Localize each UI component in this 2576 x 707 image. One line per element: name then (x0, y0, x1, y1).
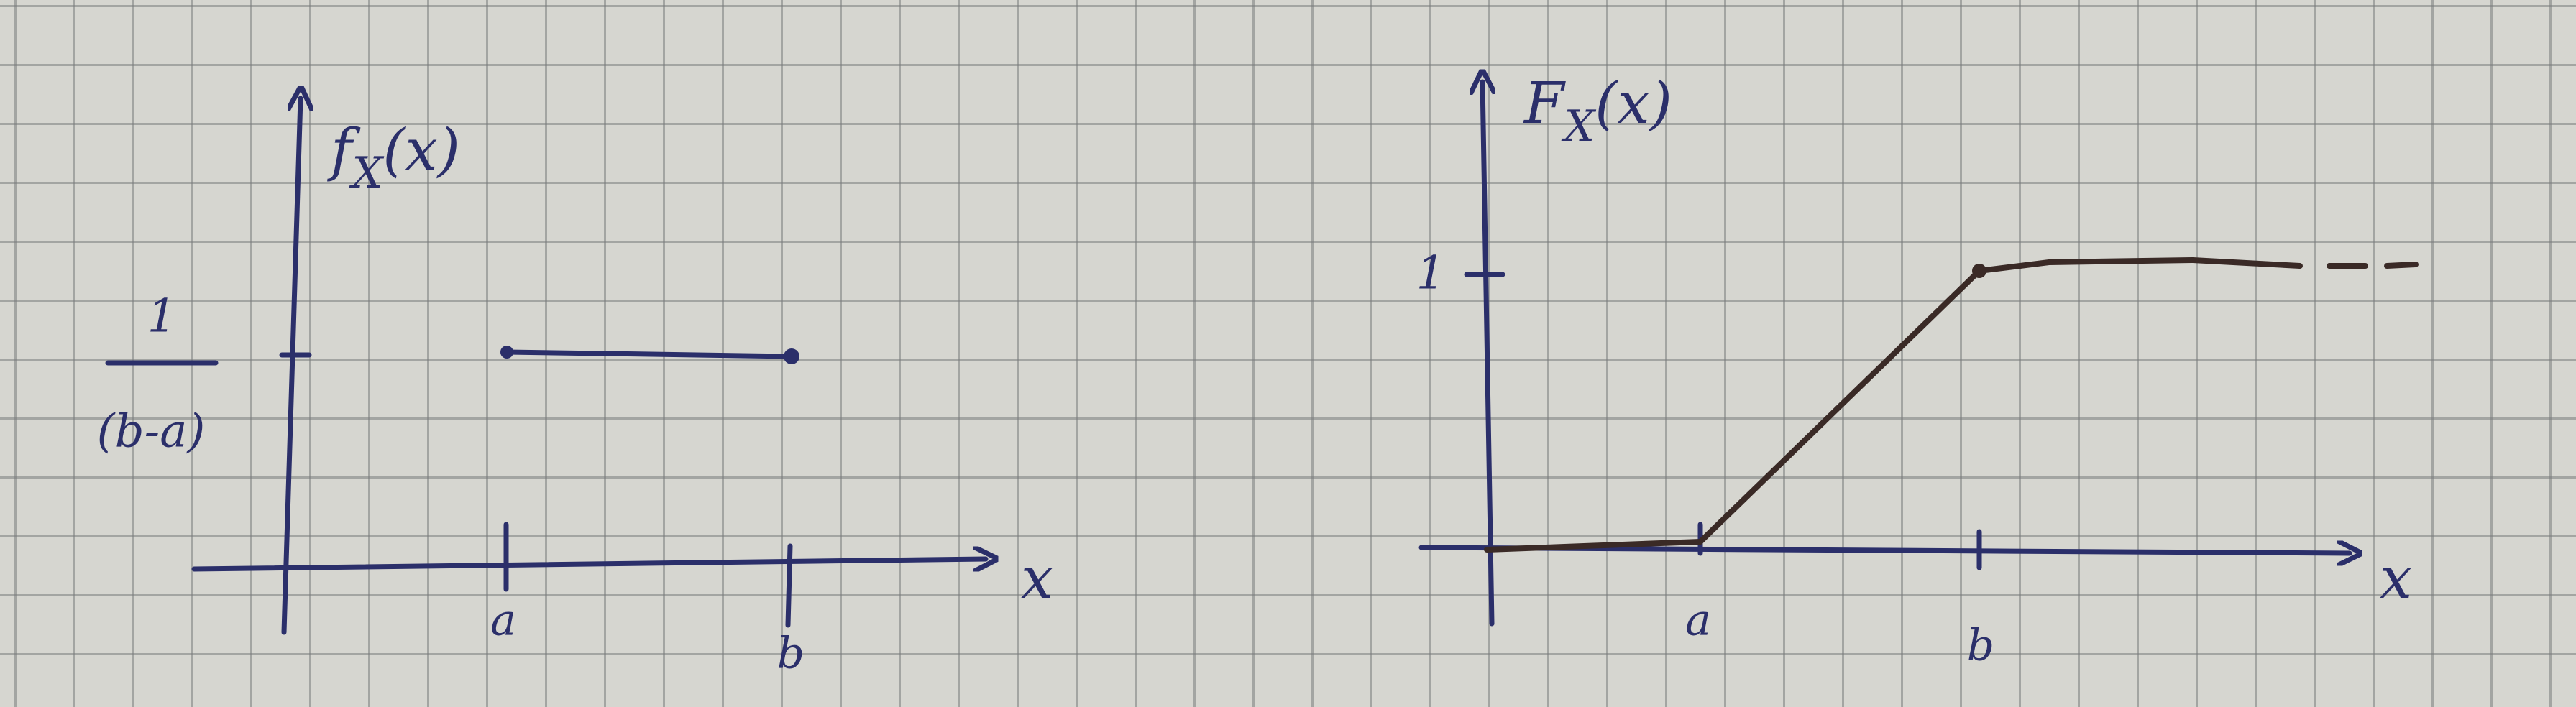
cdf-curve (1484, 257, 2303, 553)
y-label-sub: X (1562, 101, 1597, 152)
level-label: 1 (1416, 247, 1446, 300)
level-denominator: (b-a) (97, 405, 206, 458)
tick (785, 543, 793, 628)
density-line (504, 349, 794, 359)
x-tick-label: a (1685, 596, 1711, 646)
x-tick-label: b (1967, 621, 1994, 671)
x-tick-label: b (777, 629, 805, 679)
x-label: x (2380, 545, 2412, 611)
y-axis (281, 98, 301, 635)
endpoint (784, 348, 799, 364)
level-numerator: 1 (147, 290, 177, 343)
y-label: fX(x) (327, 116, 460, 198)
endpoint (500, 346, 513, 359)
y-label-arg: (x) (382, 116, 460, 183)
joint (1972, 264, 1986, 278)
y-label-arg: (x) (1595, 70, 1672, 137)
continuation-dash (2384, 262, 2419, 269)
left-plot: fX(x) 1 (b-a) a b x (97, 98, 1053, 679)
x-axis (191, 559, 986, 569)
y-label: FX(x) (1523, 70, 1672, 152)
x-tick-label: a (490, 596, 516, 646)
y-label-main: F (1523, 70, 1566, 137)
x-label: x (1021, 545, 1053, 611)
y-label-sub: X (349, 148, 385, 198)
right-plot: FX(x) 1 a b x (1416, 70, 2419, 671)
y-axis (1482, 82, 1492, 627)
